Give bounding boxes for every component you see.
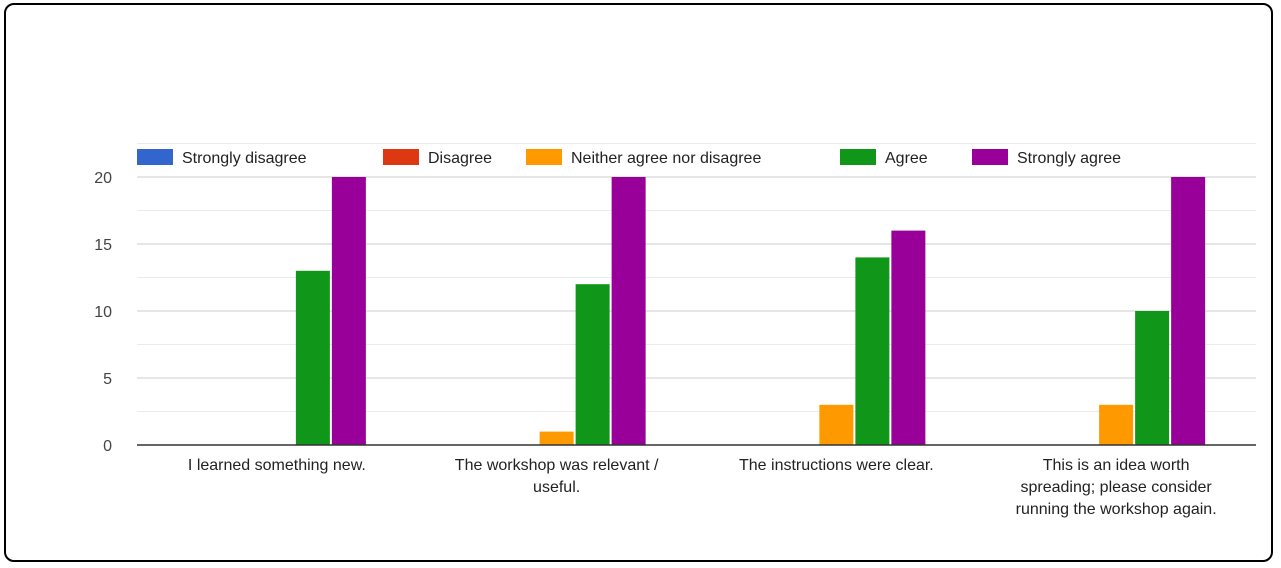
- bar[interactable]: [575, 284, 610, 445]
- y-tick-label: 0: [103, 438, 112, 455]
- y-tick-label: 15: [94, 237, 112, 254]
- legend-swatch[interactable]: [526, 149, 562, 165]
- y-tick-label: 10: [94, 304, 112, 321]
- legend-swatch[interactable]: [137, 149, 173, 165]
- bar[interactable]: [891, 230, 926, 445]
- y-tick-label: 20: [94, 170, 112, 187]
- legend-swatch[interactable]: [383, 149, 419, 165]
- axes: 0 5 10 15 20 I learned something new. The work…: [94, 170, 1256, 518]
- x-category-label: I learned something new.: [188, 457, 366, 474]
- legend[interactable]: Strongly disagree Disagree Neither agree n…: [137, 149, 1121, 167]
- x-category-label: The workshop was relevant / useful.: [455, 457, 659, 496]
- legend-label[interactable]: Strongly disagree: [182, 150, 307, 167]
- bar[interactable]: [1099, 404, 1134, 445]
- bar[interactable]: [539, 431, 574, 445]
- bar[interactable]: [1171, 177, 1206, 445]
- bar[interactable]: [331, 177, 366, 445]
- x-category-label: This is an idea worth spreading; please c…: [1016, 457, 1217, 518]
- legend-label[interactable]: Agree: [885, 150, 928, 167]
- legend-label[interactable]: Neither agree nor disagree: [571, 150, 761, 167]
- bar[interactable]: [855, 257, 890, 445]
- bars: [295, 177, 1206, 445]
- bar[interactable]: [1135, 311, 1170, 445]
- bar[interactable]: [295, 270, 330, 445]
- legend-swatch[interactable]: [972, 149, 1008, 165]
- legend-label[interactable]: Strongly agree: [1017, 150, 1121, 167]
- legend-label[interactable]: Disagree: [428, 150, 492, 167]
- bar[interactable]: [611, 177, 646, 445]
- x-category-label: The instructions were clear.: [739, 457, 934, 474]
- bar[interactable]: [819, 404, 854, 445]
- legend-swatch[interactable]: [840, 149, 876, 165]
- y-tick-label: 5: [103, 371, 112, 388]
